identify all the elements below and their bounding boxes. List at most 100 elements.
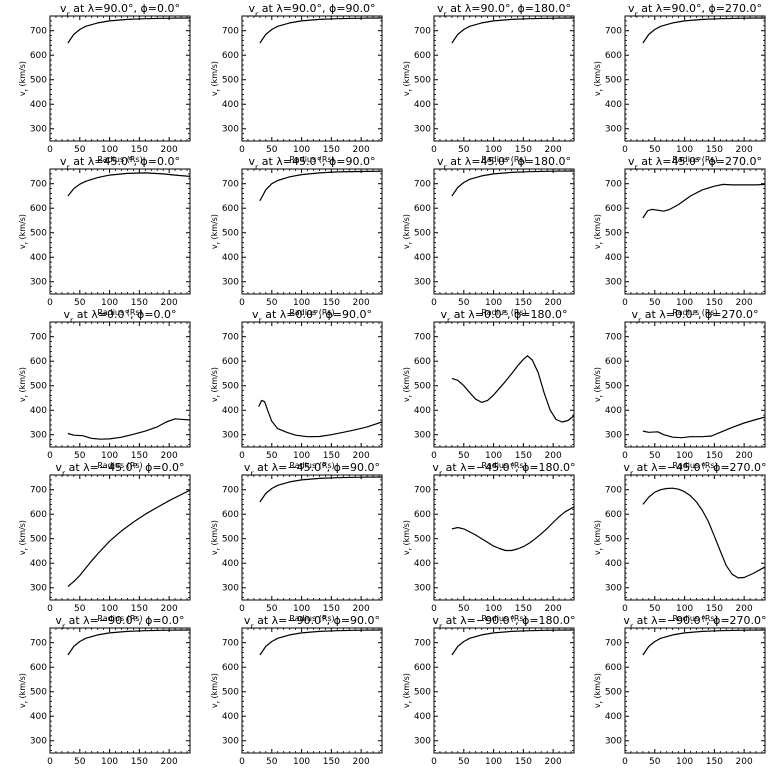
series-line bbox=[451, 506, 575, 552]
x-tick-label: 200 bbox=[161, 298, 178, 308]
subplot-3: vr at λ=90.0°, ϕ=180.0° 0 50 100 150 200 300 40… bbox=[402, 2, 575, 164]
x-tick-label: 50 bbox=[649, 145, 661, 155]
y-tick-label: 500 bbox=[414, 535, 431, 545]
y-tick-label: 700 bbox=[414, 333, 431, 343]
x-tick-label: 150 bbox=[706, 298, 723, 308]
series-line bbox=[642, 183, 766, 219]
y-tick-label: 700 bbox=[30, 639, 47, 649]
x-axis-label: Radius (Rs) bbox=[97, 461, 142, 470]
y-tick-label: 400 bbox=[605, 406, 622, 416]
series-line bbox=[67, 172, 191, 197]
y-tick-label: 400 bbox=[222, 253, 239, 263]
y-tick-label: 500 bbox=[30, 688, 47, 698]
x-tick-label: 0 bbox=[47, 298, 53, 308]
y-tick-label: 700 bbox=[605, 180, 622, 190]
y-tick-label: 400 bbox=[30, 712, 47, 722]
plot-frame bbox=[433, 321, 575, 448]
x-tick-label: 100 bbox=[485, 298, 502, 308]
subplot-16: vr at λ=−45.0°, ϕ=270.0° 0 50 100 150 200 300 4… bbox=[593, 461, 767, 623]
subplot-14: vr at λ=−45.0°, ϕ=90.0° 0 50 100 150 200 300 40… bbox=[210, 461, 383, 623]
x-tick-label: 0 bbox=[622, 145, 628, 155]
subplot-11: vr at λ=0.0°, ϕ=180.0° 0 50 100 150 200 300 400… bbox=[402, 308, 575, 470]
y-tick-label: 500 bbox=[605, 229, 622, 239]
y-tick-label: 500 bbox=[414, 688, 431, 698]
x-axis-label: Radius (Rs) bbox=[481, 461, 526, 470]
y-tick-label: 400 bbox=[222, 406, 239, 416]
x-tick-label: 150 bbox=[131, 757, 148, 767]
subplot-title: vr at λ=−45.0°, ϕ=180.0° bbox=[432, 461, 575, 478]
subplot-12: vr at λ=0.0°, ϕ=270.0° 0 50 100 150 200 300 400… bbox=[593, 308, 766, 470]
x-tick-label: 100 bbox=[676, 451, 693, 461]
series-line bbox=[258, 399, 383, 438]
series-line bbox=[451, 355, 575, 423]
x-tick-label: 0 bbox=[431, 451, 437, 461]
y-tick-label: 600 bbox=[414, 510, 431, 520]
x-tick-label: 0 bbox=[47, 757, 53, 767]
subplot-7: vr at λ=45.0°, ϕ=180.0° 0 50 100 150 200 300 40… bbox=[402, 155, 575, 317]
y-axis-label: vr (km/s) bbox=[593, 673, 605, 708]
subplot-title: vr at λ=−90.0°, ϕ=90.0° bbox=[244, 614, 380, 631]
y-tick-label: 300 bbox=[30, 125, 47, 135]
y-tick-label: 600 bbox=[414, 357, 431, 367]
y-tick-label: 500 bbox=[414, 229, 431, 239]
x-axis-label: Radius (Rs) bbox=[289, 614, 334, 623]
subplot-title: vr at λ=90.0°, ϕ=270.0° bbox=[628, 2, 762, 19]
y-tick-label: 400 bbox=[414, 100, 431, 110]
subplot-20: vr at λ=−90.0°, ϕ=270.0° 0 50 100 150 200 300 4… bbox=[593, 614, 767, 768]
subplot-title: vr at λ=−90.0°, ϕ=0.0° bbox=[55, 614, 184, 631]
x-tick-label: 150 bbox=[706, 145, 723, 155]
plot-frame bbox=[241, 168, 383, 295]
plot-frame bbox=[624, 627, 766, 754]
y-axis-label: vr (km/s) bbox=[18, 367, 30, 402]
y-axis-label: vr (km/s) bbox=[593, 520, 605, 555]
x-axis-label: Radius (Rs) bbox=[672, 614, 717, 623]
series-line bbox=[259, 629, 383, 656]
y-tick-label: 600 bbox=[414, 663, 431, 673]
y-axis-label: vr (km/s) bbox=[18, 61, 30, 96]
x-tick-label: 150 bbox=[323, 145, 340, 155]
x-tick-label: 200 bbox=[353, 451, 370, 461]
y-axis-label: vr (km/s) bbox=[18, 214, 30, 249]
x-tick-label: 200 bbox=[545, 145, 562, 155]
series-line bbox=[67, 418, 191, 440]
x-axis-label: Radius (Rs) bbox=[289, 461, 334, 470]
y-tick-label: 300 bbox=[30, 278, 47, 288]
x-tick-label: 0 bbox=[622, 604, 628, 614]
subplot-title: vr at λ=−45.0°, ϕ=90.0° bbox=[244, 461, 380, 478]
y-tick-label: 400 bbox=[414, 559, 431, 569]
subplot-title: vr at λ=45.0°, ϕ=90.0° bbox=[249, 155, 376, 172]
subplot-6: vr at λ=45.0°, ϕ=90.0° 0 50 100 150 200 300 400… bbox=[210, 155, 383, 317]
y-tick-label: 500 bbox=[222, 688, 239, 698]
x-tick-label: 50 bbox=[266, 604, 278, 614]
plot-frame bbox=[241, 15, 383, 142]
plot-frame bbox=[49, 474, 191, 601]
x-tick-label: 100 bbox=[676, 145, 693, 155]
x-tick-label: 150 bbox=[131, 451, 148, 461]
y-tick-label: 500 bbox=[414, 382, 431, 392]
x-tick-label: 0 bbox=[239, 145, 245, 155]
plot-frame bbox=[241, 474, 383, 601]
y-tick-label: 700 bbox=[222, 639, 239, 649]
x-tick-label: 0 bbox=[431, 145, 437, 155]
y-tick-label: 600 bbox=[30, 204, 47, 214]
y-axis-label: vr (km/s) bbox=[593, 367, 605, 402]
subplot-title: vr at λ=45.0°, ϕ=180.0° bbox=[437, 155, 571, 172]
subplot-4: vr at λ=90.0°, ϕ=270.0° 0 50 100 150 200 300 40… bbox=[593, 2, 766, 164]
x-axis-label: Radius (Rs) bbox=[97, 308, 142, 317]
series-line bbox=[642, 416, 766, 439]
x-tick-label: 100 bbox=[101, 757, 118, 767]
y-tick-label: 500 bbox=[30, 76, 47, 86]
x-tick-label: 100 bbox=[101, 451, 118, 461]
plot-frame bbox=[49, 15, 191, 142]
x-tick-label: 150 bbox=[323, 451, 340, 461]
series-line bbox=[67, 489, 191, 587]
y-tick-label: 600 bbox=[222, 357, 239, 367]
x-tick-label: 150 bbox=[131, 604, 148, 614]
series-line bbox=[451, 17, 575, 44]
plot-frame bbox=[241, 321, 383, 448]
x-tick-label: 100 bbox=[293, 757, 310, 767]
y-tick-label: 300 bbox=[222, 737, 239, 747]
y-tick-label: 400 bbox=[414, 712, 431, 722]
x-tick-label: 100 bbox=[676, 298, 693, 308]
y-axis-label: vr (km/s) bbox=[210, 520, 222, 555]
